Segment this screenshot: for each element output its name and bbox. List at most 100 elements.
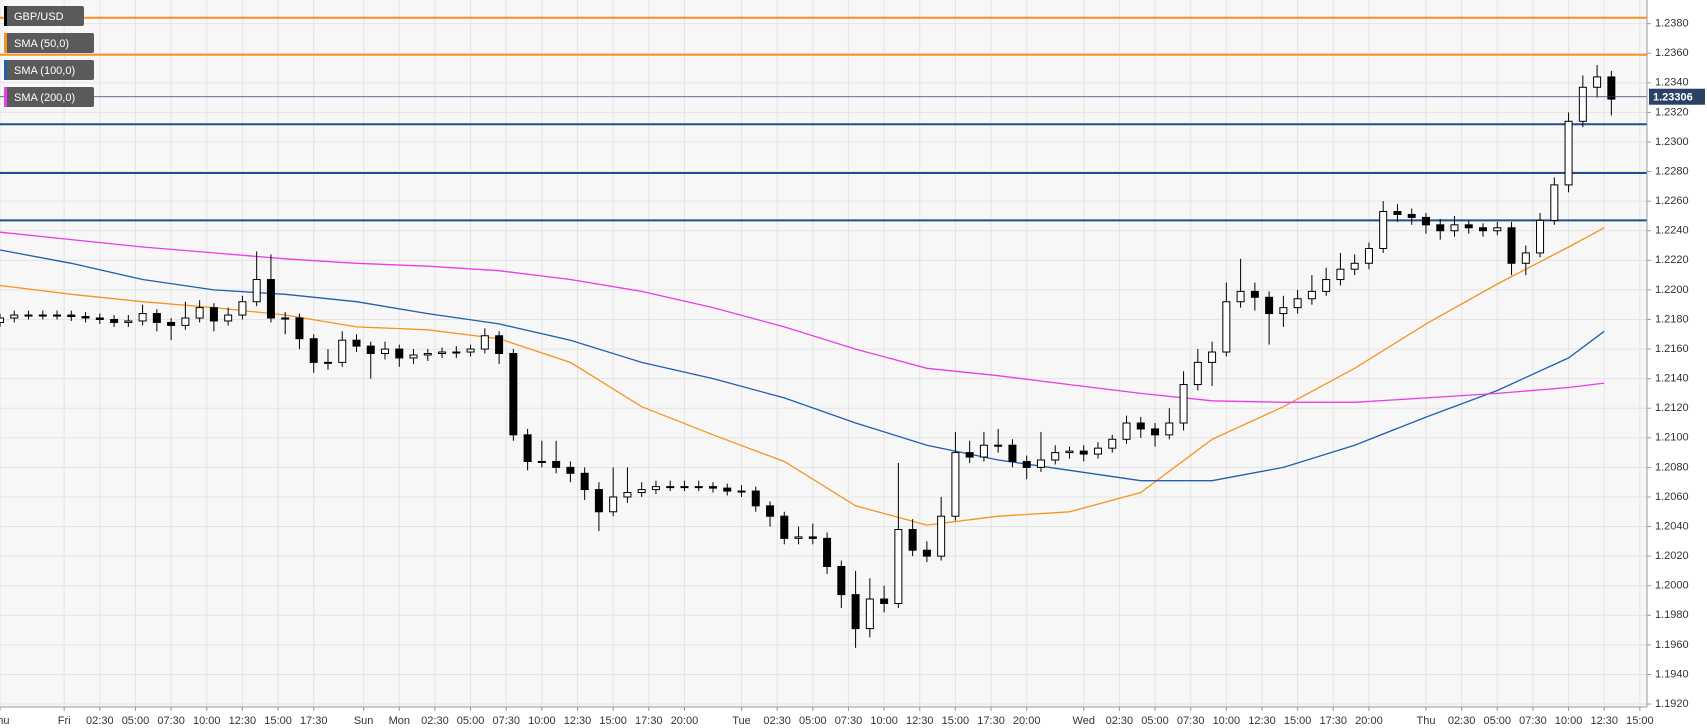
candle-body <box>1208 351 1217 363</box>
candle-body <box>1222 301 1231 353</box>
legend-label: SMA (100,0) <box>14 65 75 77</box>
x-tick-label: 17:30 <box>635 715 663 727</box>
candle-body <box>53 314 62 317</box>
x-tick-label: 02:30 <box>421 715 449 727</box>
candle-body <box>338 339 347 363</box>
candle-body <box>252 279 261 303</box>
x-tick-label: 07:30 <box>157 715 185 727</box>
x-tick-label: 07:30 <box>1519 715 1547 727</box>
candle-body <box>152 313 161 323</box>
candle-body <box>1165 422 1174 436</box>
x-tick-label: 17:30 <box>1320 715 1348 727</box>
x-tick-label: 05:00 <box>1141 715 1169 727</box>
x-tick-label: 10:00 <box>193 715 221 727</box>
candle-body <box>1607 76 1616 100</box>
candle-body <box>1464 224 1473 229</box>
x-tick-label: 02:30 <box>763 715 791 727</box>
candle-body <box>694 486 703 489</box>
candle-body <box>1450 224 1459 232</box>
x-tick-label: 15:00 <box>264 715 292 727</box>
candle-body <box>1193 361 1202 386</box>
legend-label: GBP/USD <box>14 11 64 23</box>
candle-body <box>737 490 746 493</box>
candle-body <box>195 307 204 319</box>
legend-swatch <box>4 87 7 107</box>
candle-body <box>1322 279 1331 292</box>
y-tick-label: 1.2300 <box>1655 136 1689 148</box>
candle-body <box>452 351 461 354</box>
candle-body <box>1493 227 1502 232</box>
candle-body <box>1593 76 1602 88</box>
candle-body <box>937 515 946 557</box>
x-tick-label: 05:00 <box>457 715 485 727</box>
candle-body <box>994 444 1003 447</box>
x-tick-label: 02:30 <box>86 715 114 727</box>
candle-body <box>1479 227 1488 232</box>
x-tick-label: 07:30 <box>492 715 520 727</box>
candle-body <box>1536 219 1545 254</box>
candle-body <box>1051 452 1060 461</box>
x-tick-label: Sun <box>354 715 374 727</box>
legend-box <box>4 60 94 80</box>
x-tick-label: 20:00 <box>1355 715 1383 727</box>
candle-body <box>594 489 603 513</box>
candle-body <box>808 536 817 539</box>
candle-body <box>666 486 675 489</box>
x-tick-label: Wed <box>1073 715 1095 727</box>
candle-body <box>523 434 532 462</box>
candle-body <box>238 301 247 316</box>
candle-body <box>1136 422 1145 430</box>
candle-body <box>495 335 504 354</box>
candle-body <box>95 317 104 320</box>
x-tick-label: 12:30 <box>1248 715 1276 727</box>
x-tick-label: 05:00 <box>1484 715 1512 727</box>
candle-body <box>1250 290 1259 298</box>
candle-body <box>922 549 931 557</box>
y-tick-label: 1.2080 <box>1655 461 1689 473</box>
candle-body <box>623 492 632 498</box>
legend-label: SMA (50,0) <box>14 38 69 50</box>
legend-box <box>4 33 94 53</box>
y-tick-label: 1.2100 <box>1655 432 1689 444</box>
candle-body <box>979 444 988 458</box>
current-price-label: 1.23306 <box>1653 92 1693 104</box>
candle-body <box>566 466 575 474</box>
candle-body <box>951 452 960 517</box>
candle-body <box>908 529 917 551</box>
grid <box>0 0 1647 707</box>
candle-body <box>309 338 318 363</box>
y-tick-label: 1.2200 <box>1655 284 1689 296</box>
y-tick-label: 1.2240 <box>1655 225 1689 237</box>
candle-body <box>1036 459 1045 468</box>
y-tick-label: 1.2280 <box>1655 165 1689 177</box>
candle-body <box>281 317 290 320</box>
candle-body <box>110 318 119 323</box>
candle-body <box>837 565 846 596</box>
candle-body <box>965 452 974 458</box>
x-tick-label: 10:00 <box>1213 715 1241 727</box>
candle-body <box>1521 252 1530 264</box>
candle-body <box>1279 307 1288 315</box>
candle-body <box>423 353 432 356</box>
candle-body <box>1079 450 1088 455</box>
legend-swatch <box>4 33 7 53</box>
candle-body <box>794 536 803 539</box>
legend-label: SMA (200,0) <box>14 92 75 104</box>
y-tick-label: 1.1920 <box>1655 698 1689 710</box>
candle-body <box>209 307 218 322</box>
candle-body <box>395 348 404 359</box>
x-tick-label: 15:00 <box>1626 715 1654 727</box>
candle-body <box>1108 438 1117 449</box>
x-tick-label: 12:30 <box>906 715 934 727</box>
x-tick-label: 05:00 <box>122 715 150 727</box>
y-tick-label: 1.2220 <box>1655 254 1689 266</box>
plot <box>0 16 1647 648</box>
y-tick-label: 1.2260 <box>1655 195 1689 207</box>
candle-body <box>224 314 233 322</box>
candle-body <box>894 529 903 604</box>
candle-body <box>823 537 832 567</box>
x-tick-label: 02:30 <box>1106 715 1134 727</box>
candle-body <box>138 313 147 322</box>
x-tick-label: 17:30 <box>300 715 328 727</box>
candle-body <box>537 460 546 463</box>
